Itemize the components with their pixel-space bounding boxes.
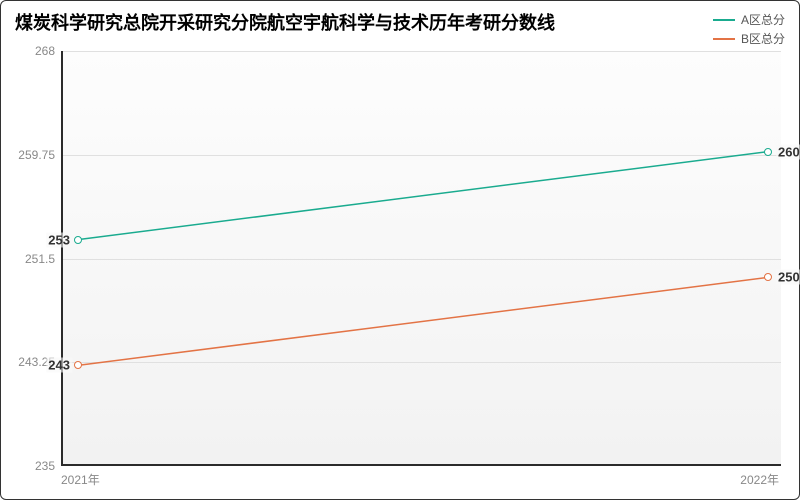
marker-a-1 <box>764 148 772 156</box>
value-a-1: 260 <box>776 144 800 159</box>
value-b-1: 250 <box>776 270 800 285</box>
legend-item-a: A区总分 <box>713 11 785 28</box>
line-series-b <box>78 277 768 365</box>
legend-item-b: B区总分 <box>713 30 785 47</box>
marker-a-0 <box>74 236 82 244</box>
value-a-0: 253 <box>46 232 72 247</box>
line-series-a <box>78 152 768 240</box>
xtick-1: 2022年 <box>740 471 779 488</box>
legend-swatch-b <box>713 38 735 40</box>
ytick-0: 235 <box>1 459 61 473</box>
marker-b-0 <box>74 361 82 369</box>
ytick-3: 259.75 <box>1 148 61 162</box>
plot-area: 253 260 243 250 <box>61 51 781 466</box>
chart-title: 煤炭科学研究总院开采研究分院航空宇航科学与技术历年考研分数线 <box>15 9 555 35</box>
ytick-2: 251.5 <box>1 252 61 266</box>
legend-label-a: A区总分 <box>741 11 785 28</box>
lines-svg <box>63 51 783 466</box>
chart-container: 煤炭科学研究总院开采研究分院航空宇航科学与技术历年考研分数线 A区总分 B区总分… <box>0 0 800 500</box>
value-b-0: 243 <box>46 358 72 373</box>
legend-swatch-a <box>713 19 735 21</box>
marker-b-1 <box>764 273 772 281</box>
legend-label-b: B区总分 <box>741 30 785 47</box>
legend: A区总分 B区总分 <box>713 11 785 49</box>
xtick-0: 2021年 <box>61 471 100 488</box>
ytick-4: 268 <box>1 44 61 58</box>
